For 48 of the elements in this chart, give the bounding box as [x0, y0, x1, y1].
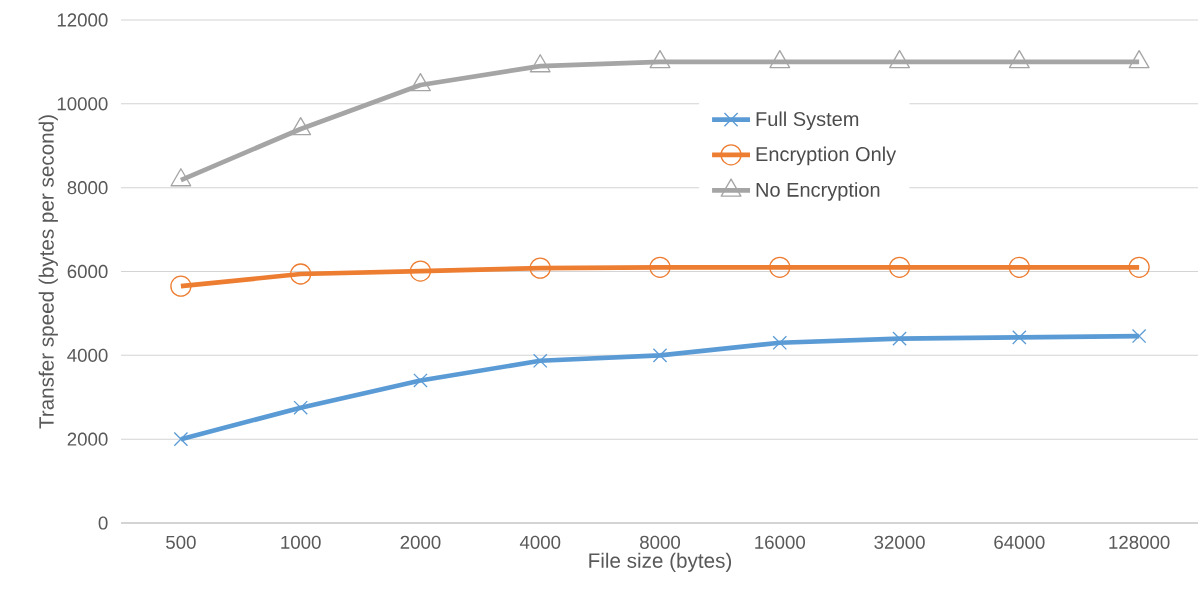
x-tick-label: 64000 [994, 535, 1045, 549]
point [173, 431, 189, 447]
point [889, 49, 911, 69]
y-tick-label: 0 [98, 516, 108, 530]
x-tick-label: 4000 [519, 535, 561, 549]
point [888, 256, 911, 278]
y-axis-title: Transfer speed (bytes per second) [38, 115, 58, 429]
point [413, 373, 428, 388]
point [529, 54, 551, 73]
point [529, 257, 551, 279]
y-tick-label: 2000 [67, 432, 108, 446]
x-tick-label: 32000 [874, 535, 925, 549]
point [290, 263, 312, 285]
point [290, 116, 312, 136]
y-tick-label: 8000 [67, 181, 108, 195]
point [769, 256, 791, 278]
point [1128, 49, 1150, 69]
x-tick-label: 1000 [281, 535, 321, 549]
point [1128, 256, 1150, 278]
y-tick-label: 10000 [57, 97, 108, 111]
point [649, 256, 671, 278]
y-tick-label: 6000 [67, 264, 108, 279]
x-tick-label: 2000 [400, 535, 441, 549]
legend-label: Full System [756, 111, 859, 131]
point [293, 400, 308, 415]
legend-label: Encryption Only [756, 146, 897, 166]
x-tick-label: 8000 [640, 535, 681, 549]
point [1131, 328, 1147, 344]
legend-label: No Encryption [756, 182, 880, 201]
point [892, 331, 907, 346]
y-tick-label: 12000 [57, 13, 108, 27]
x-tick-label: 500 [166, 535, 196, 549]
point [1012, 330, 1027, 345]
y-tick-label: 4000 [67, 348, 108, 362]
x-axis-title: File size (bytes) [589, 552, 732, 573]
x-tick-label: 16000 [755, 535, 806, 549]
x-tick-label: 128000 [1109, 535, 1170, 549]
point [170, 275, 192, 297]
point [532, 353, 548, 369]
point [1008, 49, 1030, 69]
point [1008, 256, 1031, 278]
point [652, 348, 668, 363]
point [649, 49, 671, 69]
point [769, 49, 791, 69]
point [409, 260, 432, 282]
point [170, 168, 192, 187]
point [772, 335, 788, 351]
point [409, 72, 431, 92]
